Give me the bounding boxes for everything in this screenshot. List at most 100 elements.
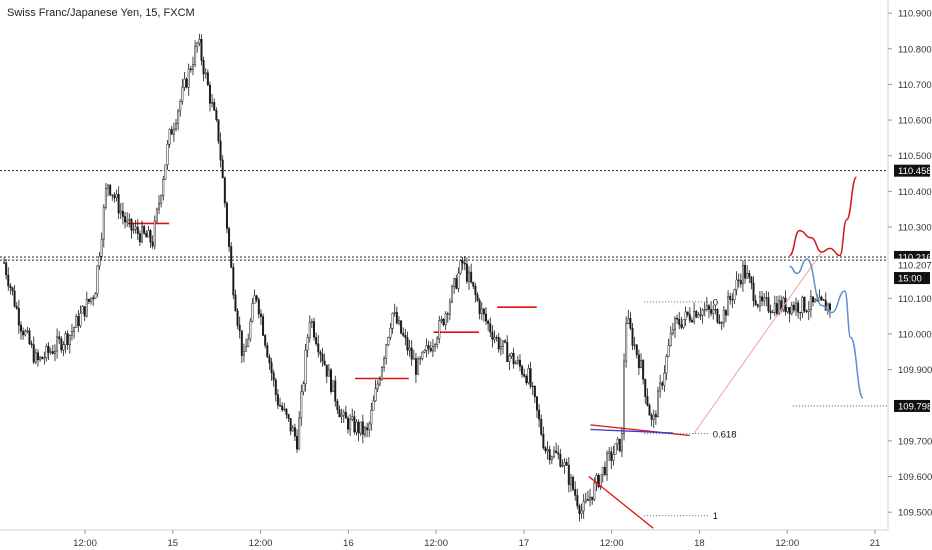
wedge-blue-line[interactable] — [590, 428, 674, 434]
candle — [73, 326, 76, 339]
candle — [620, 427, 623, 458]
candle — [414, 352, 417, 384]
candle — [648, 403, 651, 416]
candle — [701, 308, 704, 324]
candle — [270, 358, 273, 381]
price-tag-label: 110.458 — [898, 166, 932, 177]
candle — [317, 335, 320, 358]
candle — [667, 338, 670, 358]
candle — [618, 438, 621, 453]
candle — [124, 212, 127, 229]
candle — [151, 235, 154, 249]
x-tick-label: 12:00 — [73, 538, 97, 549]
candle — [310, 318, 313, 329]
x-tick-label: 15 — [167, 538, 178, 549]
candle — [688, 307, 691, 323]
candle — [661, 380, 664, 390]
price-tag: 110.207 — [893, 258, 932, 272]
bearish-projection-path[interactable] — [789, 258, 864, 399]
candle — [499, 338, 502, 356]
candle — [818, 289, 821, 301]
candle — [629, 311, 632, 331]
time-axis[interactable]: 12:00 15 12:00 16 12:00 17 12:00 18 12:00 21 — [73, 530, 880, 549]
fib-level-label: 0 — [713, 297, 718, 308]
candle — [552, 446, 555, 459]
wedge-top-line[interactable] — [590, 424, 690, 437]
candle — [240, 330, 243, 364]
candle — [85, 291, 88, 318]
candle — [707, 303, 710, 319]
candle — [544, 446, 547, 454]
candle — [748, 270, 751, 284]
candle — [342, 409, 345, 423]
candle — [612, 445, 615, 466]
candle — [786, 307, 789, 314]
candle — [259, 309, 262, 325]
candle — [266, 342, 269, 358]
candle — [659, 374, 662, 398]
candle — [531, 381, 534, 395]
candle — [550, 455, 553, 465]
candle — [527, 364, 530, 385]
candle — [716, 308, 719, 324]
candle — [334, 375, 337, 407]
projection-layer — [789, 176, 888, 407]
bullish-projection-path[interactable] — [789, 176, 858, 257]
y-tick-label: 109.700 — [898, 436, 932, 447]
candle — [718, 314, 721, 325]
price-tag: 109.798 — [894, 399, 932, 412]
candle — [189, 65, 192, 73]
candle — [245, 338, 248, 352]
candle — [671, 322, 674, 336]
candle — [62, 341, 65, 357]
candle — [383, 355, 386, 372]
candle — [421, 351, 424, 361]
x-tick-label: 12:00 — [775, 538, 799, 549]
candle — [788, 307, 791, 323]
candle — [633, 336, 636, 350]
candle — [650, 412, 653, 427]
candle — [22, 327, 25, 340]
rising-trendline[interactable] — [693, 251, 823, 435]
candle — [5, 258, 8, 280]
candle — [155, 207, 158, 225]
candle — [92, 295, 95, 306]
candle — [202, 56, 205, 82]
candle — [287, 413, 290, 422]
candle — [200, 34, 203, 66]
price-axis[interactable]: 110.900 110.800 110.700 110.600 110.500 110.4… — [888, 9, 932, 519]
y-tick-label: 110.700 — [898, 80, 932, 91]
candle — [644, 378, 647, 404]
candle — [60, 336, 63, 354]
y-tick-label: 110.000 — [898, 329, 932, 340]
candle — [138, 230, 141, 247]
candle — [257, 297, 260, 319]
candle — [357, 419, 360, 442]
y-tick-label: 110.500 — [898, 151, 932, 162]
candle — [812, 296, 815, 307]
y-tick-label: 109.500 — [898, 508, 932, 519]
candle — [446, 311, 449, 323]
wedge-bottom-line[interactable] — [588, 476, 654, 529]
y-tick-label: 110.400 — [898, 187, 932, 198]
candle — [153, 215, 156, 250]
candle — [7, 267, 10, 291]
candle — [370, 402, 373, 431]
candle — [32, 336, 35, 365]
candle — [739, 273, 742, 288]
candle — [255, 294, 258, 303]
candle — [181, 78, 184, 105]
candle — [162, 175, 165, 201]
candle — [387, 336, 390, 347]
candle — [569, 473, 572, 492]
candle — [344, 405, 347, 419]
candle — [829, 302, 831, 318]
x-tick-label: 17 — [519, 538, 530, 549]
candle — [58, 331, 61, 344]
candle — [436, 335, 439, 349]
candle — [177, 108, 180, 131]
candle — [746, 265, 749, 279]
candle — [107, 184, 110, 197]
candle — [374, 379, 377, 402]
